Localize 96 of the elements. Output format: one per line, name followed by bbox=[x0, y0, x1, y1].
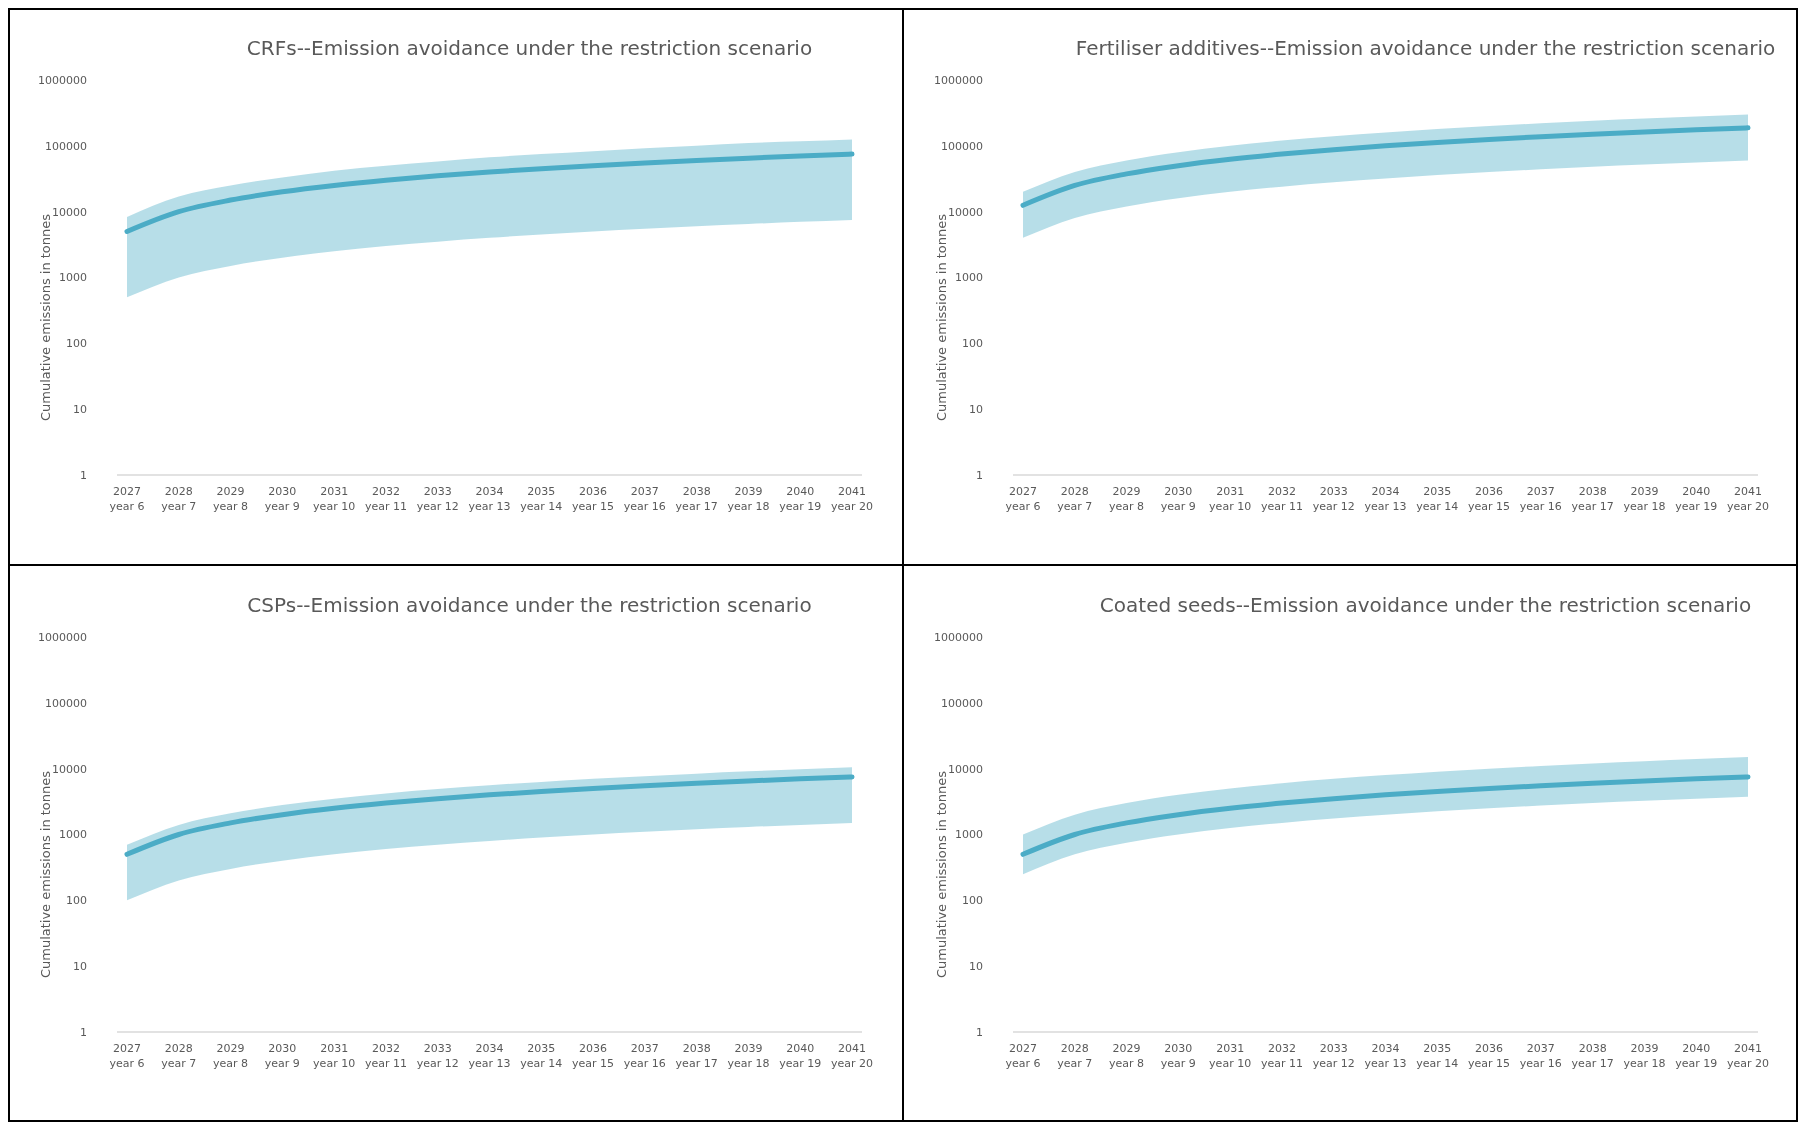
y-tick-label: 1000000 bbox=[934, 73, 983, 87]
x-tick-label: 2033 year 12 bbox=[1312, 485, 1355, 513]
x-tick-label: 2041 year 20 bbox=[830, 1042, 874, 1070]
x-tick-label: 2031 year 10 bbox=[1209, 485, 1252, 513]
chart-title: CRFs--Emission avoidance under the restriction scenario bbox=[246, 36, 813, 60]
x-tick-label: 2033 year 12 bbox=[416, 485, 459, 513]
x-tick-label: 2037 year 16 bbox=[1519, 485, 1562, 513]
x-tick-label: 2031 year 10 bbox=[313, 485, 356, 513]
x-tick-label: 2032 year 11 bbox=[1260, 1042, 1303, 1070]
y-tick-label: 1 bbox=[80, 1025, 87, 1039]
x-tick-label: 2028 year 7 bbox=[1057, 1042, 1093, 1070]
y-axis-title: Cumulative emissions in tonnes bbox=[934, 770, 949, 979]
y-tick-label: 10000 bbox=[948, 762, 983, 776]
x-tick-label: 2033 year 12 bbox=[1312, 1042, 1355, 1070]
y-tick-label: 10 bbox=[73, 403, 87, 417]
chart-title: CSPs--Emission avoidance under the restriction scenario bbox=[247, 593, 812, 617]
x-tick-label: 2034 year 13 bbox=[1364, 485, 1407, 513]
y-tick-label: 10 bbox=[969, 403, 983, 417]
y-tick-label: 100000 bbox=[45, 139, 87, 153]
x-tick-label: 2028 year 7 bbox=[161, 1042, 197, 1070]
x-tick-label: 2029 year 8 bbox=[213, 485, 249, 513]
y-tick-label: 100000 bbox=[45, 696, 87, 710]
x-tick-label: 2029 year 8 bbox=[1109, 1042, 1145, 1070]
x-tick-label: 2040 year 19 bbox=[1675, 1042, 1718, 1070]
x-tick-label: 2030 year 9 bbox=[1160, 485, 1196, 513]
x-tick-label: 2038 year 17 bbox=[675, 485, 718, 513]
x-tick-label: 2037 year 16 bbox=[623, 1042, 666, 1070]
x-tick-label: 2040 year 19 bbox=[1675, 485, 1718, 513]
y-axis-title: Cumulative emissions in tonnes bbox=[934, 213, 949, 422]
x-tick-label: 2034 year 13 bbox=[468, 1042, 511, 1070]
x-tick-label: 2038 year 17 bbox=[1571, 485, 1614, 513]
x-tick-label: 2030 year 9 bbox=[264, 485, 300, 513]
x-tick-label: 2041 year 20 bbox=[830, 485, 874, 513]
y-axis-title: Cumulative emissions in tonnes bbox=[38, 213, 53, 422]
x-tick-label: 2033 year 12 bbox=[416, 1042, 459, 1070]
y-tick-label: 10000 bbox=[948, 205, 983, 219]
y-tick-label: 100 bbox=[962, 894, 983, 908]
y-tick-label: 100 bbox=[66, 337, 87, 351]
x-tick-label: 2029 year 8 bbox=[1109, 485, 1145, 513]
y-tick-label: 100000 bbox=[941, 139, 983, 153]
x-tick-label: 2039 year 18 bbox=[727, 1042, 770, 1070]
y-tick-label: 1000 bbox=[955, 828, 983, 842]
x-tick-label: 2032 year 11 bbox=[1260, 485, 1303, 513]
y-axis-title: Cumulative emissions in tonnes bbox=[38, 770, 53, 979]
x-tick-label: 2027 year 6 bbox=[109, 1042, 145, 1070]
x-tick-label: 2036 year 15 bbox=[572, 485, 615, 513]
x-tick-label: 2031 year 10 bbox=[1209, 1042, 1252, 1070]
y-tick-label: 10 bbox=[73, 960, 87, 974]
x-tick-label: 2035 year 14 bbox=[1416, 485, 1459, 513]
x-tick-label: 2036 year 15 bbox=[1468, 485, 1511, 513]
x-tick-label: 2039 year 18 bbox=[1623, 485, 1666, 513]
x-tick-label: 2035 year 14 bbox=[1416, 1042, 1459, 1070]
x-tick-label: 2031 year 10 bbox=[313, 1042, 356, 1070]
x-tick-label: 2032 year 11 bbox=[364, 485, 407, 513]
x-tick-label: 2037 year 16 bbox=[1519, 1042, 1562, 1070]
y-tick-label: 1000 bbox=[955, 271, 983, 285]
chart-title: Coated seeds--Emission avoidance under the restriction scenario bbox=[1099, 593, 1752, 617]
y-tick-label: 1000 bbox=[59, 828, 87, 842]
chart-title: Fertiliser additives--Emission avoidance under the restriction scenario bbox=[1075, 36, 1776, 60]
x-tick-label: 2036 year 15 bbox=[572, 1042, 615, 1070]
x-tick-label: 2027 year 6 bbox=[109, 485, 145, 513]
x-tick-label: 2038 year 17 bbox=[675, 1042, 718, 1070]
y-tick-label: 1 bbox=[976, 468, 983, 482]
x-tick-label: 2029 year 8 bbox=[213, 1042, 249, 1070]
x-tick-label: 2028 year 7 bbox=[161, 485, 197, 513]
x-tick-label: 2039 year 18 bbox=[1623, 1042, 1666, 1070]
y-tick-label: 10000 bbox=[52, 205, 87, 219]
y-tick-label: 100 bbox=[962, 337, 983, 351]
x-tick-label: 2027 year 6 bbox=[1005, 1042, 1041, 1070]
y-tick-label: 100000 bbox=[941, 696, 983, 710]
y-tick-label: 10000 bbox=[52, 762, 87, 776]
x-tick-label: 2040 year 19 bbox=[779, 1042, 822, 1070]
y-tick-label: 1 bbox=[976, 1025, 983, 1039]
y-tick-label: 1000000 bbox=[934, 630, 983, 644]
x-tick-label: 2027 year 6 bbox=[1005, 485, 1041, 513]
x-tick-label: 2030 year 9 bbox=[1160, 1042, 1196, 1070]
y-tick-label: 1000000 bbox=[38, 73, 87, 87]
x-tick-label: 2039 year 18 bbox=[727, 485, 770, 513]
x-tick-label: 2034 year 13 bbox=[468, 485, 511, 513]
x-tick-label: 2035 year 14 bbox=[520, 485, 563, 513]
y-tick-label: 100 bbox=[66, 894, 87, 908]
y-tick-label: 1000 bbox=[59, 271, 87, 285]
y-tick-label: 1000000 bbox=[38, 630, 87, 644]
x-tick-label: 2028 year 7 bbox=[1057, 485, 1093, 513]
y-tick-label: 1 bbox=[80, 468, 87, 482]
x-tick-label: 2032 year 11 bbox=[364, 1042, 407, 1070]
x-tick-label: 2037 year 16 bbox=[623, 485, 666, 513]
x-tick-label: 2035 year 14 bbox=[520, 1042, 563, 1070]
x-tick-label: 2036 year 15 bbox=[1468, 1042, 1511, 1070]
x-tick-label: 2041 year 20 bbox=[1726, 1042, 1770, 1070]
x-tick-label: 2030 year 9 bbox=[264, 1042, 300, 1070]
y-tick-label: 10 bbox=[969, 960, 983, 974]
x-tick-label: 2041 year 20 bbox=[1726, 485, 1770, 513]
x-tick-label: 2040 year 19 bbox=[779, 485, 822, 513]
x-tick-label: 2038 year 17 bbox=[1571, 1042, 1614, 1070]
x-tick-label: 2034 year 13 bbox=[1364, 1042, 1407, 1070]
